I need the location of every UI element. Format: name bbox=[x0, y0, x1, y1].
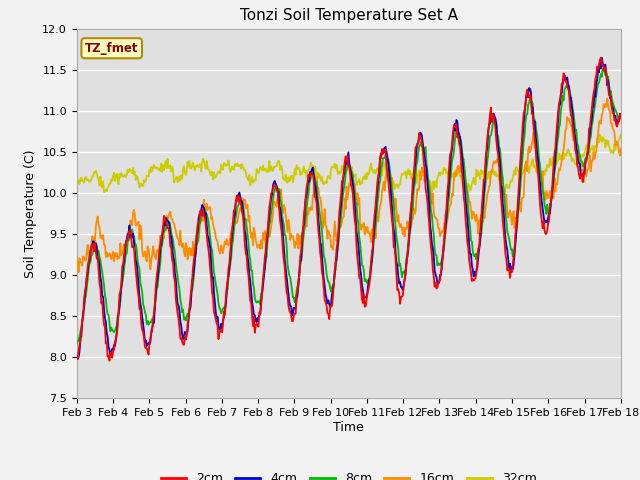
32cm bbox=[73, 175, 81, 180]
16cm bbox=[73, 256, 81, 262]
4cm bbox=[437, 272, 445, 278]
8cm bbox=[73, 341, 81, 347]
2cm bbox=[437, 268, 445, 274]
2cm bbox=[320, 286, 328, 292]
4cm bbox=[394, 273, 402, 279]
4cm bbox=[320, 276, 328, 281]
8cm bbox=[319, 241, 327, 247]
32cm bbox=[617, 132, 625, 137]
32cm bbox=[394, 185, 402, 191]
2cm bbox=[394, 287, 402, 292]
16cm bbox=[75, 269, 83, 275]
Text: TZ_fmet: TZ_fmet bbox=[85, 42, 138, 55]
16cm bbox=[394, 212, 402, 218]
4cm bbox=[74, 356, 81, 362]
32cm bbox=[100, 189, 108, 195]
16cm bbox=[604, 96, 611, 101]
8cm bbox=[483, 166, 490, 172]
2cm bbox=[106, 358, 113, 364]
8cm bbox=[599, 66, 607, 72]
Legend: 2cm, 4cm, 8cm, 16cm, 32cm: 2cm, 4cm, 8cm, 16cm, 32cm bbox=[156, 468, 541, 480]
8cm bbox=[213, 286, 221, 291]
8cm bbox=[394, 240, 401, 246]
Line: 8cm: 8cm bbox=[77, 69, 621, 344]
16cm bbox=[617, 145, 625, 151]
Line: 2cm: 2cm bbox=[77, 58, 621, 361]
Title: Tonzi Soil Temperature Set A: Tonzi Soil Temperature Set A bbox=[240, 9, 458, 24]
8cm bbox=[436, 262, 444, 268]
16cm bbox=[320, 218, 328, 224]
16cm bbox=[214, 239, 221, 245]
Line: 16cm: 16cm bbox=[77, 98, 621, 272]
4cm bbox=[483, 144, 491, 150]
32cm bbox=[320, 181, 328, 187]
Line: 32cm: 32cm bbox=[77, 134, 621, 192]
4cm bbox=[170, 257, 178, 263]
Y-axis label: Soil Temperature (C): Soil Temperature (C) bbox=[24, 149, 36, 278]
2cm bbox=[483, 135, 491, 141]
4cm bbox=[598, 55, 605, 60]
8cm bbox=[617, 113, 625, 119]
4cm bbox=[73, 356, 81, 361]
32cm bbox=[170, 180, 178, 185]
X-axis label: Time: Time bbox=[333, 421, 364, 434]
Line: 4cm: 4cm bbox=[77, 58, 621, 359]
2cm bbox=[170, 274, 178, 279]
16cm bbox=[437, 231, 445, 237]
2cm bbox=[597, 55, 605, 60]
16cm bbox=[483, 191, 491, 197]
16cm bbox=[170, 221, 178, 227]
8cm bbox=[169, 238, 177, 243]
4cm bbox=[214, 314, 221, 320]
32cm bbox=[437, 170, 445, 176]
2cm bbox=[617, 115, 625, 120]
2cm bbox=[73, 353, 81, 359]
32cm bbox=[483, 176, 491, 182]
32cm bbox=[214, 171, 221, 177]
2cm bbox=[214, 323, 221, 328]
4cm bbox=[617, 114, 625, 120]
